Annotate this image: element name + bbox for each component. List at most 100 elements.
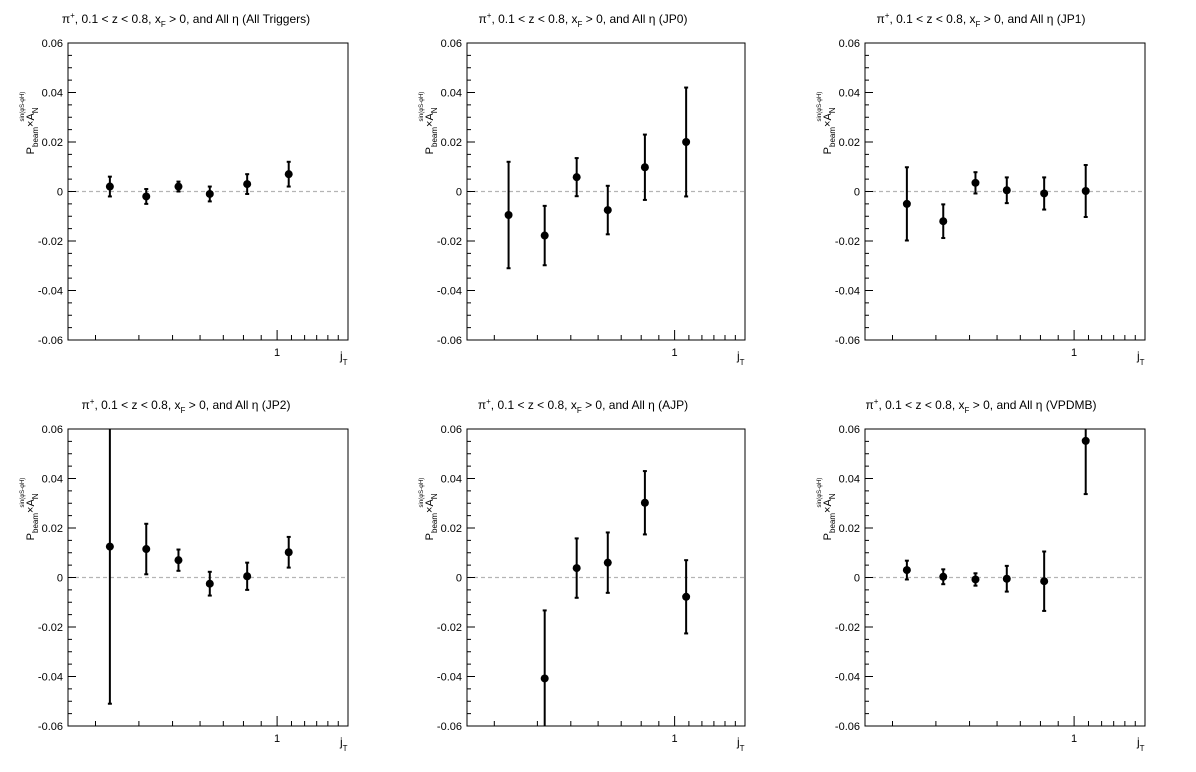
data-point bbox=[504, 211, 513, 220]
data-point bbox=[174, 182, 183, 191]
data-point bbox=[572, 564, 581, 573]
data-point bbox=[902, 566, 911, 575]
x-axis-label-main: j bbox=[339, 349, 343, 363]
y-axis-label: Pbeam×ANsin(φS-φH) bbox=[817, 92, 837, 155]
data-point-group bbox=[174, 548, 183, 572]
data-series bbox=[105, 429, 293, 705]
chart-title: π+, 0.1 < z < 0.8, xF > 0, and All η (AJ… bbox=[478, 397, 688, 415]
title-pi: π bbox=[877, 12, 885, 26]
chart-panel-1: -0.06 -0.04 -0.02 0 0.02 0.04 0.06 1 jT Pbeam×ANs… bbox=[20, 11, 349, 367]
data-point-group bbox=[640, 133, 649, 201]
y-tick-label: 0.02 bbox=[42, 137, 63, 149]
data-point-group bbox=[142, 522, 151, 576]
data-point bbox=[1081, 436, 1090, 445]
chart-panel-4: -0.06 -0.04 -0.02 0 0.02 0.04 0.06 1 jT Pbeam×ANs… bbox=[20, 397, 349, 753]
y-tick-label: 0 bbox=[57, 573, 63, 585]
y-tick-label: -0.04 bbox=[437, 286, 462, 298]
data-point bbox=[243, 180, 252, 189]
y-tick-label: -0.06 bbox=[38, 721, 63, 733]
data-point-group bbox=[1081, 164, 1090, 218]
data-point bbox=[284, 548, 293, 557]
x-axis-label: jT bbox=[1136, 735, 1145, 753]
y-tick-label: 0 bbox=[854, 187, 860, 199]
chart-panel-2: -0.06 -0.04 -0.02 0 0.02 0.04 0.06 1 jT Pbeam×ANs… bbox=[419, 11, 746, 367]
title-sub: F bbox=[976, 20, 981, 29]
y-axis-label-sup: sin(φS-φH) bbox=[20, 92, 26, 122]
y-tick-label: 0.02 bbox=[839, 523, 860, 535]
y-axis-label-text: Pbeam×ANsin(φS-φH) bbox=[419, 92, 439, 155]
title-rest: > 0, and All η (JP1) bbox=[980, 12, 1085, 26]
data-point-group bbox=[682, 559, 691, 635]
y-axis-label-text: Pbeam×ANsin(φS-φH) bbox=[20, 92, 40, 155]
data-point-group bbox=[1040, 176, 1049, 211]
x-axis-label: jT bbox=[736, 349, 745, 367]
chart-title: π+, 0.1 < z < 0.8, xF > 0, and All η (VP… bbox=[866, 397, 1097, 415]
y-axis-label-main: P bbox=[424, 147, 436, 154]
y-axis-label-sub-beam: beam bbox=[828, 513, 837, 533]
y-tick-label: 0.02 bbox=[42, 523, 63, 535]
title-mid: , 0.1 < z < 0.8, x bbox=[75, 12, 161, 26]
y-axis-label-sup: sin(φS-φH) bbox=[419, 92, 425, 122]
chart-panel-5: -0.06 -0.04 -0.02 0 0.02 0.04 0.06 1 jT Pbeam×ANs… bbox=[419, 397, 746, 753]
data-point-group bbox=[243, 561, 252, 591]
title-sup: + bbox=[874, 397, 879, 406]
title-pi: π bbox=[866, 398, 874, 412]
data-point bbox=[572, 173, 581, 182]
y-axis-label-sub-n: N bbox=[430, 107, 439, 113]
title-sup: + bbox=[487, 11, 492, 20]
y-axis-label-sup: sin(φS-φH) bbox=[817, 478, 823, 508]
y-axis-label-text: Pbeam×ANsin(φS-φH) bbox=[419, 478, 439, 541]
y-tick-label: 0.04 bbox=[839, 474, 860, 486]
x-axis-label-sub: T bbox=[1140, 744, 1145, 753]
y-tick-label: -0.04 bbox=[38, 672, 63, 684]
data-point bbox=[284, 170, 293, 179]
data-series bbox=[504, 86, 691, 270]
y-axis-label: Pbeam×ANsin(φS-φH) bbox=[20, 478, 40, 541]
data-point-group bbox=[682, 86, 691, 198]
y-tick-label: -0.02 bbox=[437, 236, 462, 248]
data-series bbox=[105, 160, 293, 205]
data-point-group bbox=[540, 204, 549, 267]
y-tick-label: 0 bbox=[57, 187, 63, 199]
title-rest: > 0, and All η (JP2) bbox=[185, 398, 290, 412]
data-point-group bbox=[603, 184, 612, 236]
y-axis-label: Pbeam×ANsin(φS-φH) bbox=[20, 92, 40, 155]
title-rest: > 0, and All η (All Triggers) bbox=[166, 12, 310, 26]
y-axis-label-sub-n: N bbox=[31, 107, 40, 113]
data-point-group bbox=[504, 160, 513, 270]
y-tick-label: -0.06 bbox=[437, 721, 462, 733]
y-tick-label: -0.04 bbox=[38, 286, 63, 298]
y-tick-label: 0.02 bbox=[441, 137, 462, 149]
y-axis-label-sub-beam: beam bbox=[828, 127, 837, 147]
title-mid: , 0.1 < z < 0.8, x bbox=[94, 398, 180, 412]
title-sub: F bbox=[161, 20, 166, 29]
title-sub: F bbox=[577, 406, 582, 415]
x-axis-label-sub: T bbox=[343, 744, 348, 753]
y-tick-label: -0.06 bbox=[835, 335, 860, 347]
y-tick-label: 0.04 bbox=[839, 88, 860, 100]
y-tick-label: -0.06 bbox=[437, 335, 462, 347]
y-axis-label-times: ×A bbox=[25, 113, 37, 127]
x-tick-label: 1 bbox=[672, 347, 678, 359]
y-tick-label: 0.04 bbox=[42, 474, 63, 486]
data-point bbox=[205, 189, 214, 198]
title-rest: > 0, and All η (AJP) bbox=[582, 398, 688, 412]
y-tick-label: -0.06 bbox=[38, 335, 63, 347]
y-tick-label: 0.06 bbox=[42, 424, 63, 436]
data-point bbox=[603, 206, 612, 215]
y-tick-label: -0.02 bbox=[437, 622, 462, 634]
x-axis-label-sub: T bbox=[740, 358, 745, 367]
data-point bbox=[682, 592, 691, 601]
y-tick-label: 0.04 bbox=[441, 88, 462, 100]
y-axis-label: Pbeam×ANsin(φS-φH) bbox=[419, 92, 439, 155]
y-axis-label: Pbeam×ANsin(φS-φH) bbox=[817, 478, 837, 541]
y-axis-label-sub-beam: beam bbox=[31, 513, 40, 533]
y-axis-label-sub-beam: beam bbox=[430, 513, 439, 533]
data-point bbox=[939, 217, 948, 226]
data-point bbox=[640, 498, 649, 507]
x-tick-label: 1 bbox=[274, 733, 280, 745]
x-axis-label-main: j bbox=[1136, 349, 1140, 363]
y-tick-label: -0.06 bbox=[835, 721, 860, 733]
y-axis-label-main: P bbox=[822, 147, 834, 154]
y-axis-label-sup: sin(φS-φH) bbox=[419, 478, 425, 508]
